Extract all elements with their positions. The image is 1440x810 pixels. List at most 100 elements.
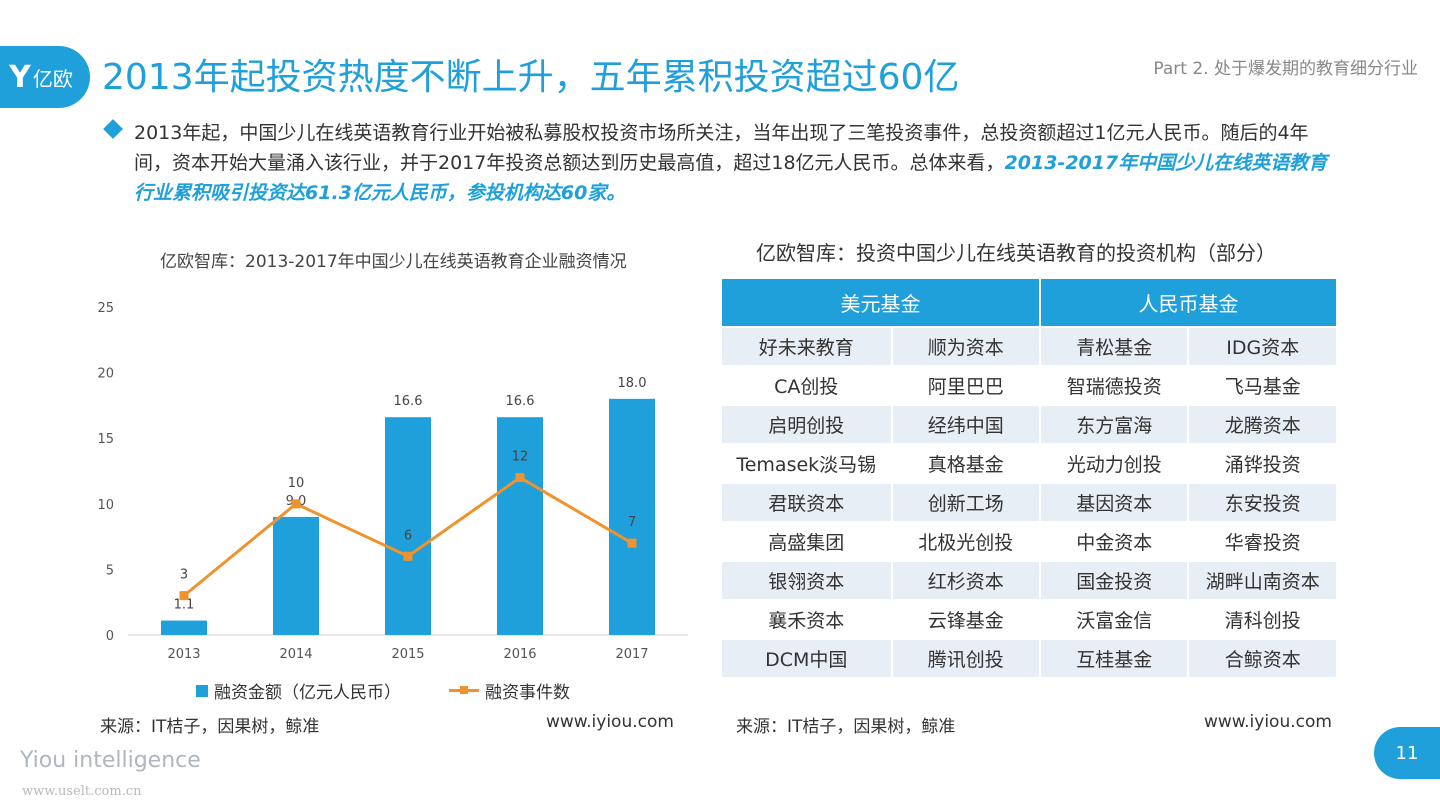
bar xyxy=(609,398,655,635)
investor-cell: Temasek淡马锡 xyxy=(722,445,891,482)
investor-cell: 东方富海 xyxy=(1041,406,1188,443)
bar-value-label: 16.6 xyxy=(394,394,423,409)
bar xyxy=(385,417,431,635)
investor-cell: 清科创投 xyxy=(1189,601,1336,638)
investor-cell: 智瑞德投资 xyxy=(1041,367,1188,404)
diamond-bullet-icon xyxy=(103,119,123,139)
investor-cell: 合鲸资本 xyxy=(1189,640,1336,677)
investor-cell: 红杉资本 xyxy=(892,562,1040,599)
header-usd-funds: 美元基金 xyxy=(722,279,1040,326)
line-value-label: 10 xyxy=(288,476,305,491)
investor-cell: 国金投资 xyxy=(1041,562,1188,599)
investor-cell: 沃富金信 xyxy=(1041,601,1188,638)
investor-cell: 顺为资本 xyxy=(892,328,1040,365)
investor-cell: 云锋基金 xyxy=(892,601,1040,638)
summary-highlight: 2013-2017年中国少儿在线英语教育行业累积吸引投资达61.3亿元人民币，参… xyxy=(134,152,1328,204)
financing-chart: 05101520251.19.016.616.618.0310612720132… xyxy=(97,301,688,662)
legend-line-swatch xyxy=(449,685,479,694)
x-tick-label: 2016 xyxy=(503,647,536,662)
investor-cell: 湖畔山南资本 xyxy=(1189,562,1336,599)
section-label: Part 2. 处于爆发期的教育细分行业 xyxy=(1153,59,1418,79)
table-row: Temasek淡马锡 真格基金 光动力创投 涌铧投资 xyxy=(722,445,1336,482)
investor-cell: 高盛集团 xyxy=(722,523,891,560)
watermark: www.uselt.com.cn xyxy=(22,784,142,799)
investor-cell: 经纬中国 xyxy=(892,406,1040,443)
investors-table: 美元基金 人民币基金 好未来教育 顺为资本 青松基金 IDG资本 CA创投 阿里巴巴 智瑞德… xyxy=(720,277,1338,679)
line-value-label: 6 xyxy=(404,528,412,543)
y-tick-label: 5 xyxy=(106,563,114,578)
y-tick-label: 25 xyxy=(97,301,114,316)
bar-value-label: 18.0 xyxy=(618,376,647,391)
x-tick-label: 2017 xyxy=(615,647,648,662)
chart-legend: 融资金额（亿元人民币） 融资事件数 xyxy=(196,678,570,703)
summary-text: 2013年起，中国少儿在线英语教育行业开始被私募股权投资市场所关注，当年出现了三… xyxy=(134,122,1309,174)
bar xyxy=(161,620,207,635)
investor-cell: 基因资本 xyxy=(1041,484,1188,521)
y-tick-label: 15 xyxy=(97,432,114,447)
table-row: CA创投 阿里巴巴 智瑞德投资 飞马基金 xyxy=(722,367,1336,404)
investor-cell: 飞马基金 xyxy=(1189,367,1336,404)
x-tick-label: 2014 xyxy=(279,647,312,662)
header-rmb-funds: 人民币基金 xyxy=(1041,279,1336,326)
investor-cell: IDG资本 xyxy=(1189,328,1336,365)
investor-cell: 涌铧投资 xyxy=(1189,445,1336,482)
table-row: 君联资本 创新工场 基因资本 东安投资 xyxy=(722,484,1336,521)
line-value-label: 7 xyxy=(628,515,636,530)
line-point xyxy=(291,499,301,509)
bar-value-label: 16.6 xyxy=(506,394,535,409)
logo-text: 亿欧 xyxy=(32,66,73,91)
legend-bar-label: 融资金额（亿元人民币） xyxy=(214,683,401,703)
investor-cell: 北极光创投 xyxy=(892,523,1040,560)
table-title: 亿欧智库：投资中国少儿在线英语教育的投资机构（部分） xyxy=(756,241,1276,265)
bar xyxy=(273,516,319,635)
legend-bar-swatch xyxy=(196,684,208,697)
investor-cell: 银翎资本 xyxy=(722,562,891,599)
line-value-label: 12 xyxy=(512,450,529,465)
y-tick-label: 0 xyxy=(106,629,114,644)
logo: Y 亿欧 xyxy=(0,46,90,108)
table-row: 好未来教育 顺为资本 青松基金 IDG资本 xyxy=(722,328,1336,365)
chart-source: 来源：IT桔子，因果树，鲸准 xyxy=(100,717,320,737)
investor-cell: 东安投资 xyxy=(1189,484,1336,521)
table-row: 银翎资本 红杉资本 国金投资 湖畔山南资本 xyxy=(722,562,1336,599)
investor-cell: DCM中国 xyxy=(722,640,891,677)
investor-cell: 襄禾资本 xyxy=(722,601,891,638)
investor-cell: 创新工场 xyxy=(892,484,1040,521)
table-row: 襄禾资本 云锋基金 沃富金信 清科创投 xyxy=(722,601,1336,638)
line-point xyxy=(403,551,413,561)
investor-cell: 好未来教育 xyxy=(722,328,891,365)
line-point xyxy=(627,538,637,548)
investor-cell: 青松基金 xyxy=(1041,328,1188,365)
x-tick-label: 2015 xyxy=(391,647,424,662)
line-point xyxy=(179,591,189,601)
table-source: 来源：IT桔子，因果树，鲸准 xyxy=(736,717,956,737)
bar-value-label: 1.1 xyxy=(174,598,195,613)
investor-cell: 真格基金 xyxy=(892,445,1040,482)
legend-line-label: 融资事件数 xyxy=(485,683,570,703)
investor-cell: 光动力创投 xyxy=(1041,445,1188,482)
chart-site-link[interactable]: www.iyiou.com xyxy=(546,712,674,732)
investor-cell: 腾讯创投 xyxy=(892,640,1040,677)
investor-cell: 君联资本 xyxy=(722,484,891,521)
investor-cell: CA创投 xyxy=(722,367,891,404)
investor-cell: 阿里巴巴 xyxy=(892,367,1040,404)
x-tick-label: 2013 xyxy=(167,647,200,662)
chart-title: 亿欧智库：2013-2017年中国少儿在线英语教育企业融资情况 xyxy=(160,252,627,272)
investor-cell: 中金资本 xyxy=(1041,523,1188,560)
investor-cell: 龙腾资本 xyxy=(1189,406,1336,443)
table-row: 启明创投 经纬中国 东方富海 龙腾资本 xyxy=(722,406,1336,443)
y-tick-label: 20 xyxy=(97,367,114,382)
y-tick-label: 10 xyxy=(97,498,114,513)
footer-brand: Yiou intelligence xyxy=(20,748,201,773)
investor-cell: 启明创投 xyxy=(722,406,891,443)
investor-cell: 华睿投资 xyxy=(1189,523,1336,560)
table-row: 高盛集团 北极光创投 中金资本 华睿投资 xyxy=(722,523,1336,560)
page-number: 11 xyxy=(1374,727,1440,779)
table-site-link[interactable]: www.iyiou.com xyxy=(1204,712,1332,732)
summary-paragraph: 2013年起，中国少儿在线英语教育行业开始被私募股权投资市场所关注，当年出现了三… xyxy=(134,118,1344,208)
line-value-label: 3 xyxy=(180,568,188,583)
bar xyxy=(497,417,543,635)
investor-cell: 互桂基金 xyxy=(1041,640,1188,677)
logo-mark: Y xyxy=(9,59,31,95)
table-row: DCM中国 腾讯创投 互桂基金 合鲸资本 xyxy=(722,640,1336,677)
